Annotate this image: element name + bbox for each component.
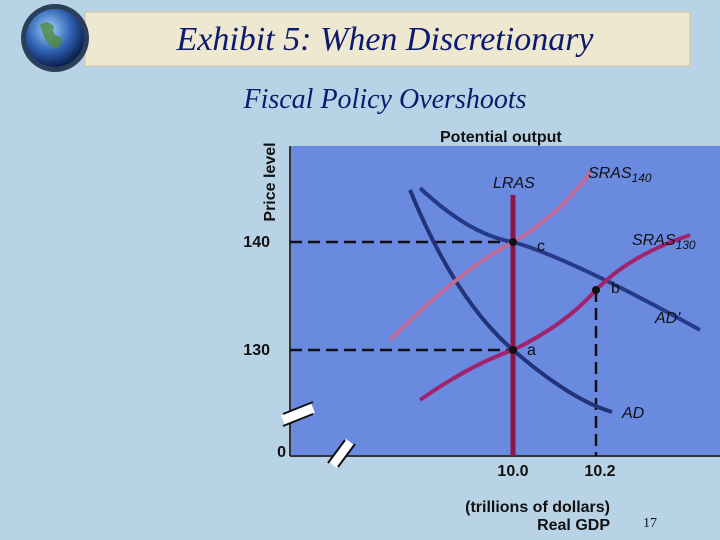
- break-line: [282, 401, 314, 415]
- y-tick-label: 140: [243, 234, 270, 251]
- ad-prime-curve: [418, 186, 701, 332]
- curve-label: AD: [621, 405, 645, 422]
- point-label: b: [611, 280, 620, 297]
- sras130-curve: [418, 233, 691, 402]
- curve-label: SRAS140: [588, 165, 652, 185]
- subtitle: Fiscal Policy Overshoots: [242, 84, 526, 115]
- x-axis-break: [328, 439, 355, 468]
- axis-break-lines: [282, 401, 356, 468]
- point-label: a: [527, 342, 536, 359]
- break-line: [327, 439, 346, 464]
- break-line: [337, 443, 356, 468]
- curve-subscript: 140: [632, 171, 652, 185]
- point-a: [509, 346, 517, 354]
- ad-curve: [408, 189, 613, 414]
- curve-subscript: 130: [676, 238, 696, 252]
- point-c: [509, 238, 517, 246]
- y-axis-label: Price level: [262, 142, 279, 221]
- axis-breaks: [281, 403, 355, 468]
- point-label: c: [537, 238, 545, 255]
- y-axis-break: [281, 403, 315, 425]
- x-axis-label: Real GDP: [537, 517, 610, 534]
- plot-area: [290, 146, 720, 456]
- title: Exhibit 5: When Discretionary: [175, 21, 594, 58]
- x-tick-label: 10.2: [584, 463, 615, 480]
- globe-land: [40, 22, 62, 49]
- x-tick-label: 10.0: [497, 463, 528, 480]
- curve-name: SRAS: [588, 165, 632, 182]
- curve-label: AD': [654, 310, 681, 327]
- title-banner: [84, 11, 691, 67]
- y-tick-label: 0: [277, 444, 286, 461]
- x-axis-unit: (trillions of dollars): [465, 499, 610, 516]
- break-line: [282, 413, 314, 427]
- point-b: [592, 286, 600, 294]
- y-tick-label: 130: [243, 342, 270, 359]
- page-number: 17: [643, 516, 657, 531]
- dashed-guides: [290, 240, 598, 456]
- curve-label: SRAS130: [632, 232, 696, 252]
- curve-label: LRAS: [493, 175, 535, 192]
- top-label: Potential output: [440, 129, 562, 146]
- curve-name: SRAS: [632, 232, 676, 249]
- points: [509, 238, 600, 354]
